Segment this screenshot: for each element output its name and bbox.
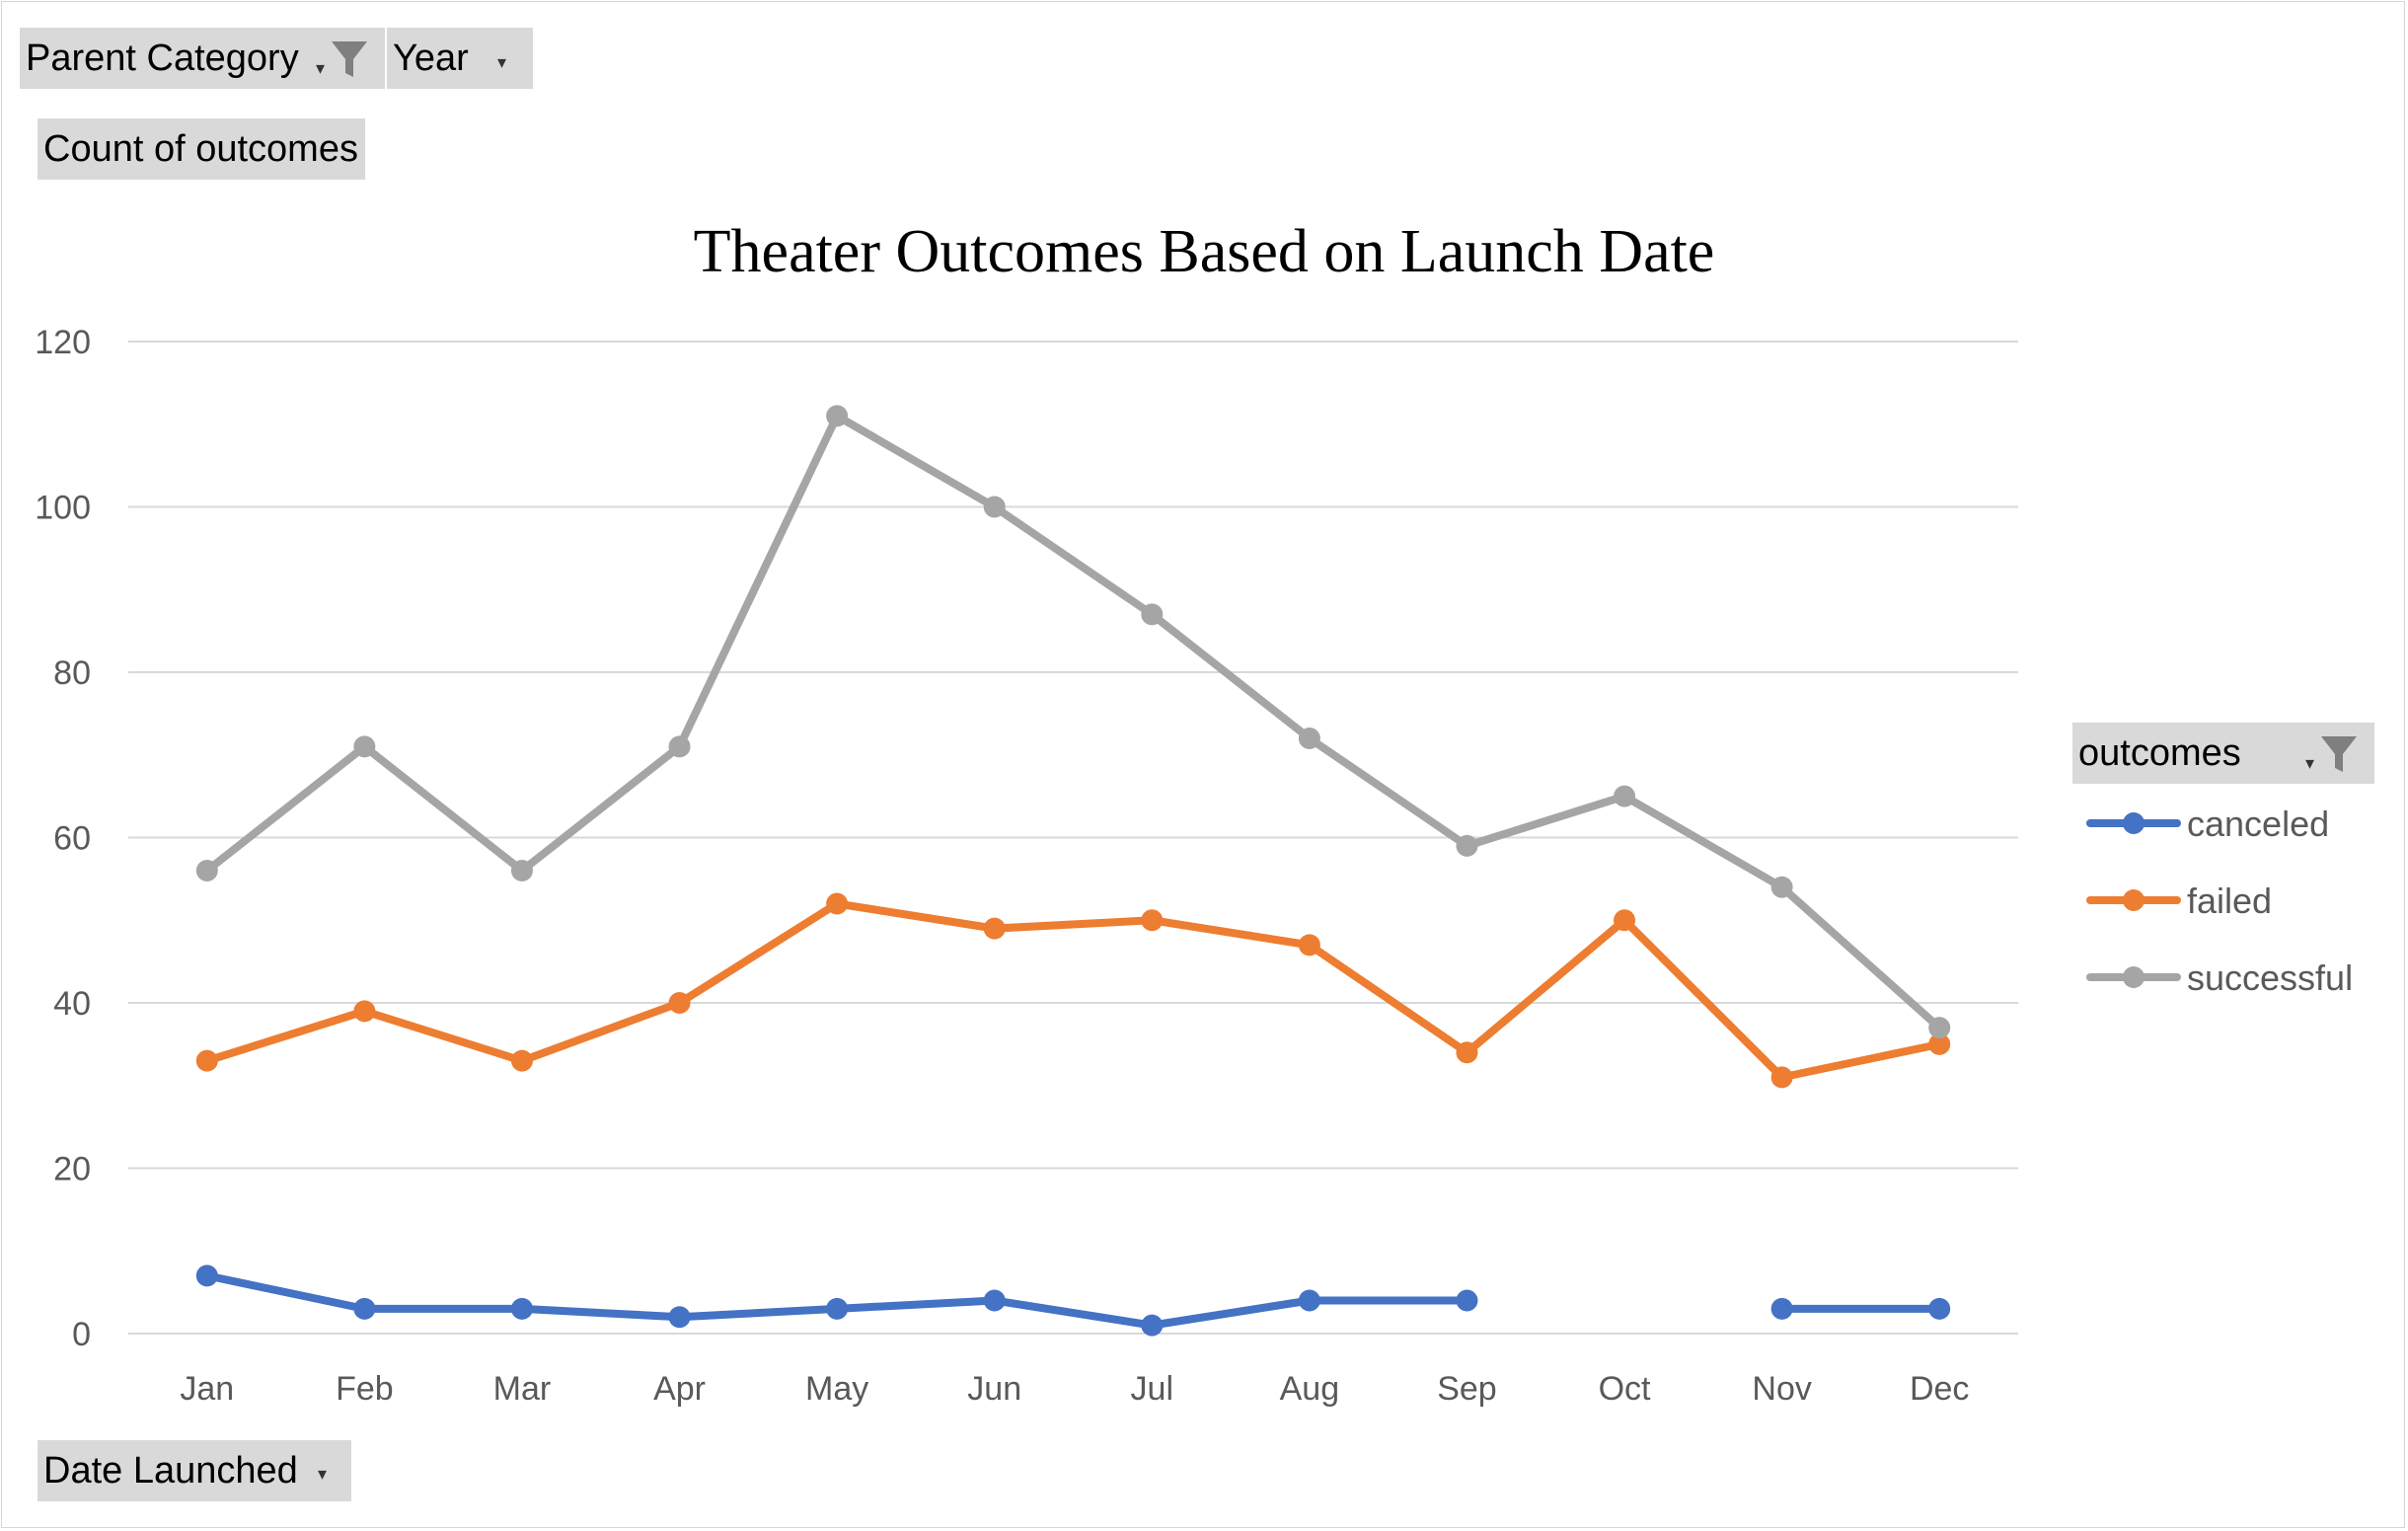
data-point-successful	[353, 735, 376, 758]
data-point-failed	[826, 892, 849, 915]
legend-label-failed: failed	[2187, 880, 2272, 921]
gridlines	[128, 341, 2018, 1335]
data-point-successful	[1456, 834, 1478, 857]
y-axis-ticks: 0 20 40 60 80 100 120	[35, 324, 91, 1353]
series-failed	[195, 892, 1951, 1089]
y-tick-label: 0	[72, 1316, 91, 1353]
data-point-failed	[1928, 1033, 1951, 1055]
y-tick-label: 100	[35, 490, 91, 527]
x-tick-label: Jul	[1131, 1370, 1173, 1408]
data-point-successful	[826, 405, 849, 427]
data-point-successful	[510, 860, 533, 881]
data-point-failed	[510, 1049, 533, 1072]
data-point-failed	[1770, 1066, 1793, 1089]
legend-marker-failed	[2123, 889, 2145, 911]
data-point-failed	[195, 1049, 218, 1072]
data-point-canceled	[353, 1297, 376, 1320]
x-tick-label: Dec	[1910, 1370, 1969, 1408]
data-point-failed	[1614, 909, 1636, 932]
data-point-canceled	[826, 1297, 849, 1320]
parent-category-filter-button[interactable]: Parent Category	[20, 28, 385, 89]
y-tick-label: 20	[53, 1151, 91, 1188]
data-point-successful	[1298, 727, 1320, 749]
legend-label-canceled: canceled	[2187, 804, 2329, 844]
data-point-failed	[983, 917, 1006, 940]
data-point-canceled	[1298, 1289, 1320, 1312]
data-point-failed	[668, 992, 691, 1014]
x-tick-label: Feb	[336, 1370, 394, 1408]
series-line-successful	[202, 412, 1944, 1033]
series-successful	[195, 405, 1951, 1039]
data-point-failed	[353, 1000, 376, 1023]
data-point-canceled	[195, 1264, 218, 1287]
legend-marker-canceled	[2123, 812, 2145, 834]
data-point-canceled	[668, 1306, 691, 1329]
year-filter-button[interactable]: Year	[387, 28, 533, 89]
legend-header-button[interactable]: outcomes	[2072, 723, 2374, 784]
values-field-button[interactable]: Count of outcomes	[38, 118, 365, 180]
legend: canceled failed successful	[2086, 804, 2353, 998]
axis-field-label: Date Launched	[43, 1450, 298, 1492]
dropdown-arrow-icon[interactable]: ▾	[316, 58, 326, 78]
data-point-failed	[1298, 934, 1320, 957]
x-tick-label: Apr	[653, 1370, 706, 1408]
legend-label-successful: successful	[2187, 957, 2353, 998]
y-tick-label: 120	[35, 324, 91, 361]
y-tick-label: 40	[53, 985, 91, 1023]
legend-header-label: outcomes	[2078, 732, 2241, 774]
data-point-successful	[1141, 603, 1164, 626]
x-tick-label: Jun	[967, 1370, 1021, 1408]
data-point-canceled	[1141, 1314, 1164, 1337]
x-axis-ticks: Jan Feb Mar Apr May Jun Jul Aug Sep Oct Nov Dec	[180, 1370, 1969, 1408]
y-tick-label: 60	[53, 820, 91, 858]
data-point-successful	[1928, 1017, 1951, 1039]
dropdown-arrow-icon[interactable]: ▾	[2305, 753, 2315, 773]
values-field-label: Count of outcomes	[43, 128, 358, 170]
x-tick-label: May	[805, 1370, 868, 1408]
data-point-canceled	[1928, 1297, 1951, 1320]
chart-title: Theater Outcomes Based on Launch Date	[694, 218, 1715, 285]
x-tick-label: Oct	[1599, 1370, 1651, 1408]
data-point-canceled	[1770, 1297, 1793, 1320]
data-point-successful	[668, 735, 691, 758]
x-tick-label: Nov	[1752, 1370, 1811, 1408]
x-tick-label: Aug	[1280, 1370, 1340, 1408]
dropdown-arrow-icon[interactable]: ▾	[318, 1464, 328, 1484]
year-label: Year	[393, 38, 469, 79]
series-canceled	[195, 1264, 1951, 1337]
x-tick-label: Jan	[180, 1370, 234, 1408]
parent-category-label: Parent Category	[26, 38, 299, 79]
data-point-canceled	[983, 1289, 1006, 1312]
axis-field-button[interactable]: Date Launched	[38, 1440, 351, 1501]
data-point-successful	[1770, 876, 1793, 898]
x-tick-label: Mar	[493, 1370, 552, 1408]
x-tick-label: Sep	[1437, 1370, 1497, 1408]
data-point-successful	[195, 860, 218, 881]
data-point-canceled	[1456, 1289, 1478, 1312]
data-point-failed	[1141, 909, 1164, 932]
dropdown-arrow-icon[interactable]: ▾	[497, 52, 507, 72]
data-point-successful	[1614, 785, 1636, 807]
funnel-filter-icon[interactable]	[2319, 734, 2359, 774]
data-point-failed	[1456, 1041, 1478, 1064]
data-point-successful	[983, 496, 1006, 518]
series-line-failed	[202, 899, 1944, 1082]
funnel-filter-icon[interactable]	[330, 39, 369, 79]
legend-marker-successful	[2123, 966, 2145, 988]
series-lines	[195, 405, 1951, 1337]
data-point-canceled	[510, 1297, 533, 1320]
y-tick-label: 80	[53, 654, 91, 692]
